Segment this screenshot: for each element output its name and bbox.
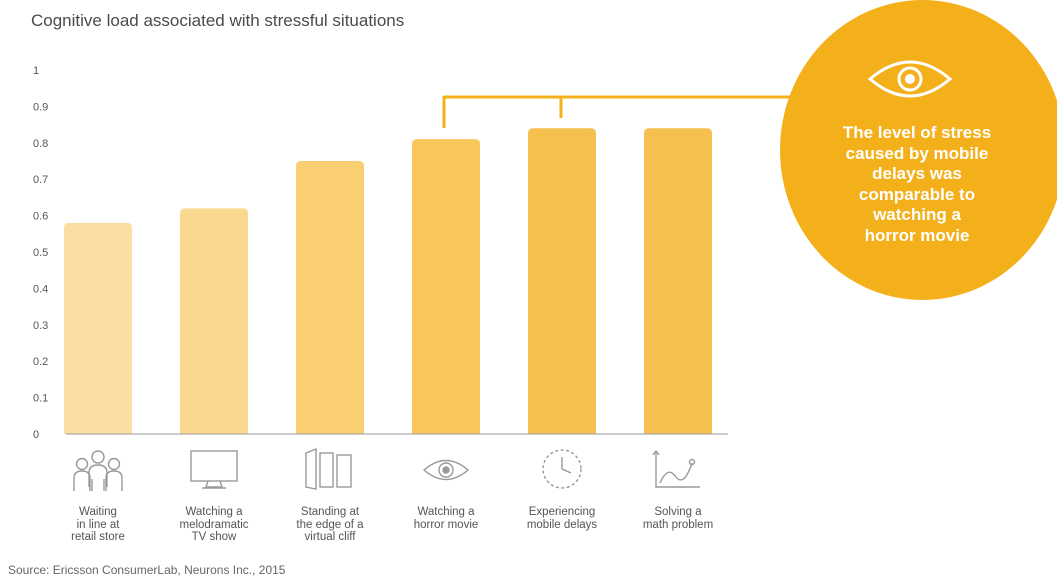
category-label: Experiencing mobile delays: [526, 506, 598, 531]
y-tick-label: 0.6: [33, 211, 48, 223]
y-tick-label: 0.9: [33, 101, 48, 113]
callout-bracket: [442, 95, 800, 128]
bar: [64, 222, 132, 434]
callout-text: The level of stress caused by mobile del…: [842, 123, 992, 245]
graph-icon: [652, 449, 700, 488]
y-tick-label: 0.5: [33, 247, 48, 259]
y-tick-label: 0.2: [33, 356, 48, 368]
callout-circle: [780, 0, 1057, 300]
category-label: Waiting in line at retail store: [71, 506, 125, 543]
category-label: Standing at the edge of a virtual cliff: [296, 506, 364, 543]
tv-icon: [190, 450, 238, 489]
people-icon: [73, 450, 123, 491]
chart-title: Cognitive load associated with stressful…: [31, 11, 405, 30]
y-axis: 0 0.1 0.2 0.3 0.4 0.5 0.6 0.7 0.8 0.9 1: [33, 65, 48, 441]
bar: [528, 128, 596, 435]
bar: [644, 128, 712, 435]
y-tick-label: 0.8: [33, 138, 48, 150]
y-tick-label: 0: [33, 429, 39, 441]
y-tick-label: 0.4: [33, 283, 48, 295]
source-note: Source: Ericsson ConsumerLab, Neurons In…: [8, 563, 286, 577]
y-tick-label: 1: [33, 65, 39, 77]
y-tick-label: 0.1: [33, 393, 48, 405]
y-tick-label: 0.3: [33, 320, 48, 332]
clock-icon: [542, 449, 582, 489]
cliff-panels-icon: [305, 447, 352, 490]
eye-icon: [867, 60, 953, 98]
category-label: Watching a melodramatic TV show: [179, 506, 249, 543]
bar: [412, 139, 480, 434]
y-tick-label: 0.7: [33, 174, 48, 186]
category-label: Solving a math problem: [642, 506, 714, 531]
bar: [180, 208, 248, 434]
bar: [296, 161, 364, 434]
category-label: Watching a horror movie: [413, 506, 479, 531]
eye-icon: [422, 459, 470, 481]
bar-series: [64, 128, 712, 435]
